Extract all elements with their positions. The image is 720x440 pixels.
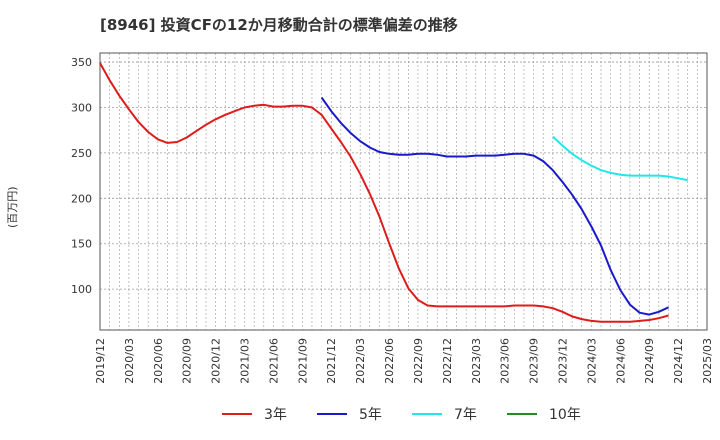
y-tick-label: 300 xyxy=(71,101,92,114)
x-tick-label: 2021/06 xyxy=(267,338,280,384)
series-line-7年 xyxy=(552,135,688,182)
y-tick-label: 150 xyxy=(71,238,92,251)
x-tick-label: 2024/12 xyxy=(672,338,685,384)
x-tick-label: 2024/03 xyxy=(585,338,598,384)
x-tick-label: 2024/09 xyxy=(643,338,656,384)
x-tick-label: 2021/12 xyxy=(325,338,338,384)
legend-label: 7年 xyxy=(454,407,477,423)
x-tick-label: 2023/09 xyxy=(528,338,541,384)
x-tick-label: 2023/03 xyxy=(470,338,483,384)
grid-lines xyxy=(100,53,707,330)
y-tick-labels: 100 150 200 250 300 350 xyxy=(71,56,92,296)
x-tick-label: 2022/12 xyxy=(441,338,454,384)
x-tick-labels: 2019/12 2020/03 2020/06 2020/09 2020/12 2021/… xyxy=(94,338,714,384)
legend-label: 10年 xyxy=(549,407,581,423)
x-tick-label: 2019/12 xyxy=(94,338,107,384)
x-tick-label: 2023/12 xyxy=(556,338,569,384)
x-tick-label: 2022/09 xyxy=(412,338,425,384)
x-tick-label: 2022/06 xyxy=(383,338,396,384)
x-tick-label: 2020/06 xyxy=(152,338,165,384)
x-tick-label: 2022/03 xyxy=(354,338,367,384)
y-tick-label: 350 xyxy=(71,56,92,69)
x-tick-label: 2020/03 xyxy=(123,338,136,384)
series-line-5年 xyxy=(320,96,669,316)
y-tick-label: 200 xyxy=(71,192,92,205)
legend: 3年 5年 7年 10年 xyxy=(222,407,581,423)
x-tick-label: 2021/03 xyxy=(239,338,252,384)
x-tick-label: 2023/06 xyxy=(499,338,512,384)
series-lines xyxy=(99,62,688,323)
x-tick-label: 2024/06 xyxy=(614,338,627,384)
x-tick-label: 2021/09 xyxy=(296,338,309,384)
x-tick-label: 2020/09 xyxy=(181,338,194,384)
series-line-3年 xyxy=(99,62,669,323)
legend-label: 5年 xyxy=(359,407,382,423)
x-tick-label: 2025/03 xyxy=(701,338,714,384)
legend-label: 3年 xyxy=(264,407,287,423)
y-tick-label: 100 xyxy=(71,283,92,296)
x-tick-label: 2020/12 xyxy=(210,338,223,384)
y-tick-label: 250 xyxy=(71,147,92,160)
chart-title: [8946] 投資CFの12か月移動合計の標準偏差の推移 xyxy=(100,16,458,34)
plot-area xyxy=(99,52,708,331)
